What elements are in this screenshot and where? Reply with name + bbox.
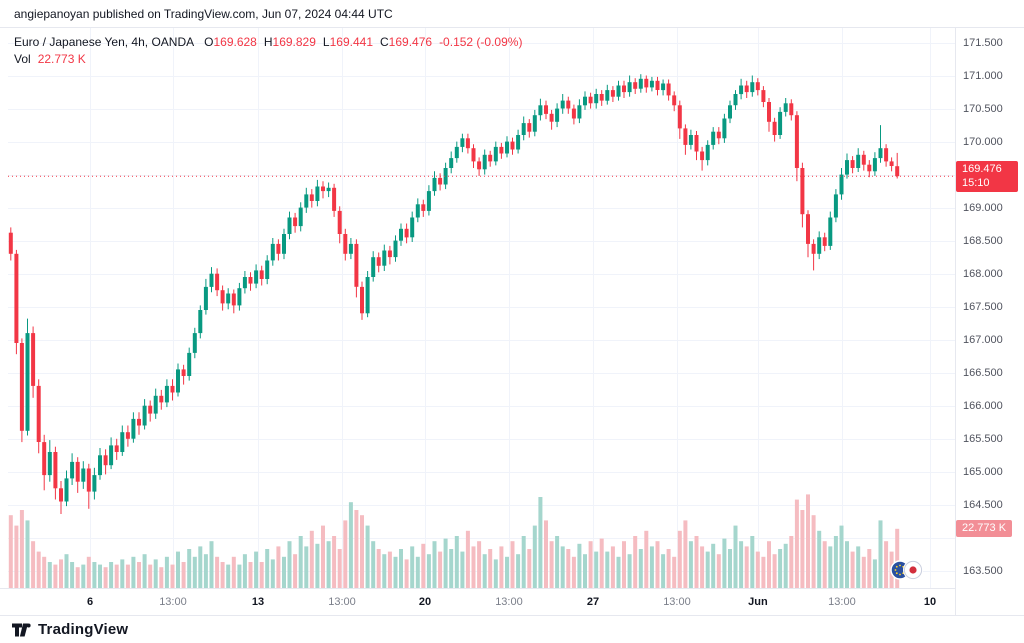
legend-volume-row: Vol 22.773 K	[14, 51, 522, 68]
time-tick-label: 27	[586, 596, 600, 608]
legend-symbol-row: Euro / Japanese Yen, 4h, OANDA O169.628 …	[14, 34, 522, 51]
last-price-value: 169.476	[962, 163, 1002, 176]
brand-wordmark[interactable]: TradingView	[38, 621, 129, 638]
time-tick-label: 13:00	[828, 596, 856, 608]
symbol-title[interactable]: Euro / Japanese Yen, 4h, OANDA	[14, 35, 195, 49]
price-tick-label: 166.000	[963, 399, 1003, 412]
time-tick-label: 13:00	[159, 596, 187, 608]
time-tick-label: 6	[86, 596, 94, 608]
ohlc-close: C169.476	[380, 35, 433, 49]
price-tick-label: 164.500	[963, 498, 1003, 511]
attribution-text: angiepanoyan published on TradingView.co…	[14, 6, 393, 21]
price-tick-label: 165.000	[963, 465, 1003, 478]
time-tick-label: 10	[923, 596, 937, 608]
volume-value: 22.773 K	[37, 52, 86, 66]
price-tick-label: 167.000	[963, 333, 1003, 346]
price-tick-label: 167.500	[963, 300, 1003, 313]
change-value: -0.152 (-0.09%)	[439, 35, 523, 49]
price-tick-label: 171.000	[963, 69, 1003, 82]
ohlc-high: H169.829	[263, 35, 316, 49]
time-tick-label: 13:00	[328, 596, 356, 608]
price-axis[interactable]: 171.500 171.000 170.500 170.000 169.000 168.5…	[955, 28, 1024, 615]
last-price-badge: 169.476 15:10	[956, 161, 1018, 193]
tradingview-logo-icon	[12, 623, 31, 636]
volume-label: Vol	[14, 52, 31, 66]
time-tick-label: Jun	[748, 596, 768, 608]
eur-jpy-flags-icon	[886, 558, 928, 587]
price-tick-label: 171.500	[963, 36, 1003, 49]
price-tick-label: 170.000	[963, 135, 1003, 148]
price-tick-label: 168.000	[963, 267, 1003, 280]
price-tick-label: 163.500	[963, 564, 1003, 577]
footer-bar: TradingView	[0, 615, 1024, 643]
attribution-bar: angiepanoyan published on TradingView.co…	[0, 0, 1024, 28]
price-tick-label: 169.000	[963, 201, 1003, 214]
price-tick-label: 166.500	[963, 366, 1003, 379]
time-tick-label: 13:00	[495, 596, 523, 608]
volume-badge: 22.773 K	[956, 519, 1013, 537]
time-tick-label: 13:00	[663, 596, 691, 608]
ohlc-open: O169.628	[204, 35, 257, 49]
price-tick-label: 165.500	[963, 432, 1003, 445]
time-axis[interactable]: 6 13:00 13 13:00 20 13:00 27 13:00 Jun 13:00 10	[0, 588, 955, 615]
ohlc-low: L169.441	[322, 35, 373, 49]
price-tick-label: 170.500	[963, 102, 1003, 115]
time-tick-label: 20	[418, 596, 432, 608]
bar-countdown: 15:10	[962, 177, 990, 190]
price-tick-label: 168.500	[963, 234, 1003, 247]
legend: Euro / Japanese Yen, 4h, OANDA O169.628 …	[14, 34, 522, 68]
time-tick-label: 13	[251, 596, 265, 608]
